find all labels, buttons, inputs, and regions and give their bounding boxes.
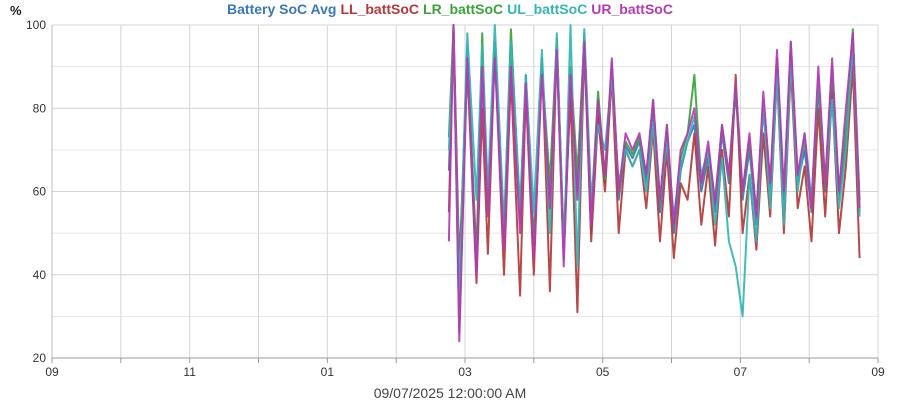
y-tick-label: 40 [33,268,47,282]
x-tick-label: 09 [871,365,885,379]
y-tick-label: 60 [33,185,47,199]
series-line-ur-battsoc [447,24,861,343]
legend-item[interactable]: LL_battSoC [340,1,420,17]
legend-item[interactable]: Battery SoC Avg [227,1,337,17]
legend-item[interactable]: LR_battSoC [423,1,504,17]
x-tick-label: 11 [183,365,196,379]
x-tick-label: 03 [458,365,472,379]
y-tick-label: 80 [33,101,47,115]
y-axis-label: % [10,3,22,18]
x-tick-label: 05 [596,365,610,379]
y-tick-label: 100 [26,18,46,32]
legend-item[interactable]: UL_battSoC [507,1,588,17]
legend: Battery SoC Avg LL_battSoC LR_battSoC UL_ba… [0,1,900,17]
y-tick-label: 20 [33,351,47,365]
x-tick-label: 01 [321,365,335,379]
x-tick-label: 07 [734,365,748,379]
x-tick-label: 09 [45,365,59,379]
legend-item[interactable]: UR_battSoC [591,1,673,17]
x-axis-label: 09/07/2025 12:00:00 AM [373,385,527,401]
